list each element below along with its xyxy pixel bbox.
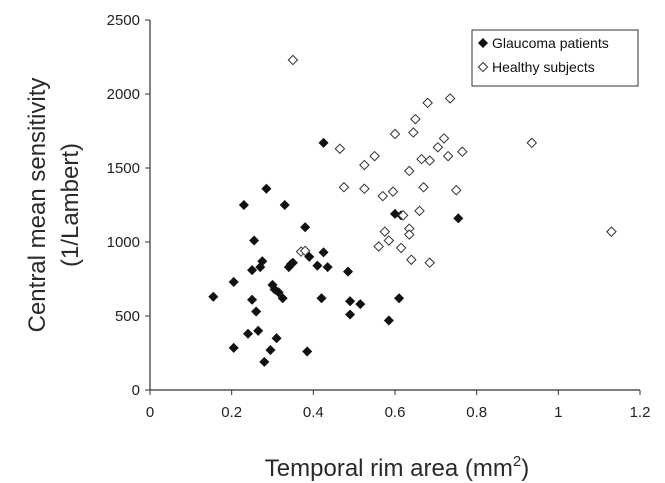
healthy-point (526, 137, 538, 149)
glaucoma-point (247, 265, 258, 276)
x-tick-label: 0 (146, 404, 154, 421)
glaucoma-point (251, 306, 262, 317)
healthy-point (403, 229, 415, 240)
healthy-point (359, 159, 370, 171)
x-axis-ticks: 0 0.2 0.4 0.6 0.8 1 1.2 (146, 390, 651, 421)
glaucoma-point (355, 299, 366, 310)
healthy-point (369, 150, 380, 162)
glaucoma-point (302, 346, 313, 357)
y-axis-ticks: 0 500 1000 1500 2000 2500 (107, 12, 150, 399)
glaucoma-point (312, 260, 323, 271)
x-tick-label: 0.8 (466, 404, 487, 421)
glaucoma-point (279, 199, 290, 211)
glaucoma-point (287, 257, 298, 268)
healthy-point (424, 257, 436, 269)
glaucoma-point (273, 287, 284, 298)
healthy-point (287, 54, 299, 66)
y-axis-title-line1: Central mean sensitivity (24, 78, 51, 333)
healthy-point (444, 93, 456, 104)
glaucoma-point (208, 291, 219, 302)
healthy-point (387, 186, 399, 197)
healthy-point (379, 226, 391, 237)
legend: Glaucoma patients Healthy subjects (471, 29, 639, 87)
y-tick-label: 2000 (107, 86, 140, 103)
glaucoma-point (261, 183, 272, 194)
x-tick-label: 0.2 (221, 404, 242, 421)
healthy-point (403, 165, 415, 177)
healthy-point (359, 183, 370, 195)
glaucoma-point (322, 262, 333, 273)
x-axis-title: Temporal rim area (mm2) (265, 453, 529, 482)
glaucoma-point (345, 296, 356, 307)
legend-marker-glaucoma (477, 37, 489, 49)
healthy-point (299, 245, 311, 257)
healthy-point (408, 127, 419, 138)
healthy-point (383, 235, 395, 246)
healthy-point (338, 181, 350, 193)
healthy-point (414, 205, 425, 217)
x-tick-label: 1.2 (630, 404, 651, 421)
legend-label-glaucoma: Glaucoma patients (492, 35, 609, 51)
healthy-point (406, 254, 417, 266)
x-tick-label: 0.4 (303, 404, 324, 421)
y-tick-label: 1000 (107, 234, 140, 251)
x-tick-label: 0.6 (385, 404, 406, 421)
healthy-point (410, 113, 421, 125)
glaucoma-point (269, 284, 280, 295)
glaucoma-point (249, 235, 260, 246)
healthy-point (395, 242, 407, 254)
x-axis-title-main: Temporal rim area (mm (265, 455, 513, 482)
healthy-point (416, 153, 427, 165)
healthy-point (606, 226, 617, 237)
glaucoma-point (345, 309, 356, 320)
glaucoma-point (304, 251, 315, 262)
glaucoma-point (265, 345, 276, 356)
healthy-point (397, 210, 409, 221)
healthy-point (418, 181, 429, 193)
healthy-point (422, 97, 433, 109)
glaucoma-point (253, 325, 264, 336)
legend-label-healthy: Healthy subjects (492, 59, 595, 75)
healthy-point (442, 150, 454, 162)
glaucoma-point (277, 293, 288, 304)
glaucoma-point (271, 333, 282, 344)
glaucoma-point (247, 294, 258, 305)
healthy-point (457, 146, 468, 158)
x-tick-label: 1 (554, 404, 562, 421)
y-axis-title-line2: (1/Lambert) (57, 143, 84, 267)
healthy-point (450, 184, 462, 196)
glaucoma-point (238, 199, 249, 211)
glaucoma-point (383, 315, 394, 326)
glaucoma-point (300, 222, 311, 233)
glaucoma-point (316, 293, 327, 304)
glaucoma-point (228, 276, 239, 287)
healthy-point (424, 155, 436, 166)
healthy-point (334, 143, 346, 155)
glaucoma-point (257, 256, 268, 267)
legend-marker-healthy (477, 61, 489, 73)
glaucoma-point (453, 213, 464, 224)
healthy-point (438, 133, 450, 144)
glaucoma-point (242, 328, 254, 339)
glaucoma-point (318, 137, 329, 148)
glaucoma-point (259, 356, 270, 367)
y-tick-label: 1500 (107, 160, 140, 177)
x-axis-title-suffix: ) (521, 455, 529, 482)
glaucoma-point (394, 293, 405, 304)
healthy-point (373, 241, 384, 252)
glaucoma-point (228, 342, 239, 353)
healthy-point (389, 128, 401, 140)
glaucoma-point (343, 266, 354, 277)
glaucoma-point (318, 247, 329, 258)
data-points (208, 54, 617, 367)
y-tick-label: 2500 (107, 12, 140, 29)
legend-box (471, 29, 639, 87)
y-tick-label: 0 (132, 382, 140, 399)
healthy-point (432, 141, 444, 153)
y-tick-label: 500 (115, 308, 140, 325)
x-axis-title-superscript: 2 (513, 453, 521, 470)
healthy-point (377, 190, 389, 202)
